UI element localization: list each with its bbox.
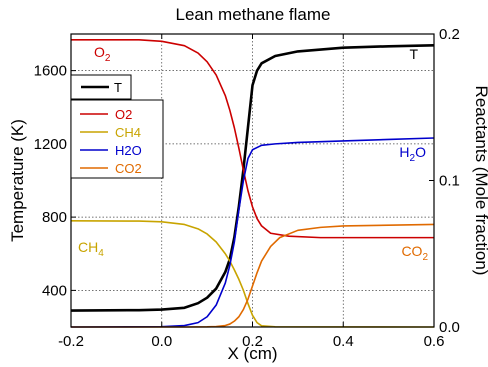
tick-group: -0.2 0.0 0.2 0.4 0.6 400 800 1200 1600 0.0 0.1 0.2 (34, 26, 460, 350)
series-annotation: CO2 (401, 243, 428, 263)
series-annotation: T (409, 46, 418, 62)
x-axis-label: X (cm) (227, 344, 277, 363)
y-tick-label: 1200 (34, 136, 67, 153)
legend-box-species (70, 99, 164, 179)
legend-label: H2O (115, 143, 142, 158)
series-annotation: O2 (94, 44, 111, 64)
series-line-ch4 (70, 219, 435, 328)
y-axis-label: Temperature (K) (8, 119, 27, 242)
x-tick-label: 0.6 (424, 333, 445, 350)
y2-tick-label: 0.1 (439, 173, 460, 190)
y2-tick-label: 0.2 (439, 26, 460, 43)
x-tick-label: 0.2 (242, 333, 263, 350)
x-tick-label: 0.4 (333, 333, 354, 350)
series-line-h2o (70, 137, 435, 328)
chart-title: Lean methane flame (176, 5, 331, 24)
legend-label: CO2 (115, 161, 142, 176)
legend-label: T (114, 80, 122, 95)
x-tick-label: -0.2 (58, 333, 84, 350)
series-group (70, 39, 435, 328)
series-line-co2 (71, 223, 435, 328)
series-annotation: CH4 (78, 239, 104, 259)
series-line-o2 (71, 39, 434, 239)
annotation-group: O2 T H2O CH4 CO2 (78, 44, 428, 263)
series-annotation: H2O (399, 144, 426, 164)
y2-tick-label: 0.0 (439, 319, 460, 336)
legend-group: T O2 CH4 H2O CO2 (70, 74, 164, 179)
y2-axis-label: Reactants (Mole fraction) (472, 86, 488, 276)
legend-label: O2 (115, 107, 132, 122)
legend-label: CH4 (115, 125, 141, 140)
y-tick-label: 1600 (34, 63, 67, 80)
y-tick-label: 400 (42, 282, 67, 299)
y-tick-label: 800 (42, 209, 67, 226)
x-tick-label: 0.0 (151, 333, 172, 350)
